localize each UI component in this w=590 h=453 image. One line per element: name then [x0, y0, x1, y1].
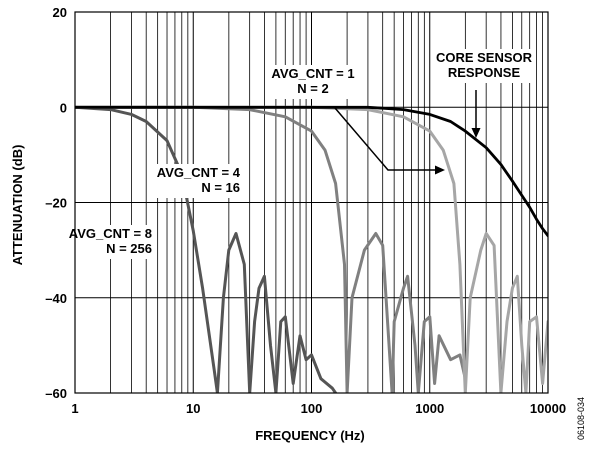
x-tick-label: 100	[301, 401, 323, 416]
label-text: N = 16	[201, 180, 240, 195]
x-tick-label: 1	[71, 401, 78, 416]
x-tick-label: 10	[186, 401, 200, 416]
label-text: AVG_CNT = 4	[157, 165, 241, 180]
label-text: AVG_CNT = 1	[271, 66, 354, 81]
figure-id: 06108-034	[576, 397, 586, 440]
label-background	[436, 49, 532, 83]
series-line-avg-cnt-1	[75, 105, 548, 393]
series-lines	[75, 105, 548, 393]
y-tick-label: –40	[45, 291, 67, 306]
y-tick-label: –20	[45, 196, 67, 211]
y-tick-label: 0	[60, 100, 67, 115]
series-line-core-sensor	[75, 105, 548, 238]
tick-labels: 1 10 100 1000 10000 20 0 –20 –40 –60	[45, 5, 566, 416]
label-avg-cnt-8: AVG_CNT = 8N = 256	[60, 225, 156, 259]
label-text: AVG_CNT = 8	[69, 226, 152, 241]
label-text: N = 2	[297, 81, 328, 96]
x-tick-label: 10000	[530, 401, 566, 416]
label-avg-cnt-1: AVG_CNT = 1N = 2	[265, 65, 361, 99]
y-tick-label: –60	[45, 386, 67, 401]
label-avg-cnt-4: AVG_CNT = 4N = 16	[148, 164, 244, 198]
arrow-core-sensor	[471, 90, 481, 138]
arrow-avg-cnt-1	[334, 107, 445, 175]
label-text: RESPONSE	[448, 65, 521, 80]
arrow-head	[471, 128, 481, 138]
label-background	[265, 65, 361, 99]
label-background	[148, 164, 244, 198]
label-text: N = 256	[106, 241, 152, 256]
y-tick-label: 20	[53, 5, 67, 20]
x-axis-title: FREQUENCY (Hz)	[255, 428, 365, 443]
plot-frame	[74, 11, 549, 394]
series-line-avg-cnt-8	[75, 105, 338, 393]
y-axis-title: ATTENUATION (dB)	[10, 145, 25, 266]
arrow-line	[334, 107, 435, 171]
x-tick-label: 1000	[415, 401, 444, 416]
series-line-avg-cnt-4	[75, 105, 467, 393]
label-background	[60, 225, 156, 259]
arrow-head	[435, 165, 445, 175]
label-text: CORE SENSOR	[436, 50, 533, 65]
